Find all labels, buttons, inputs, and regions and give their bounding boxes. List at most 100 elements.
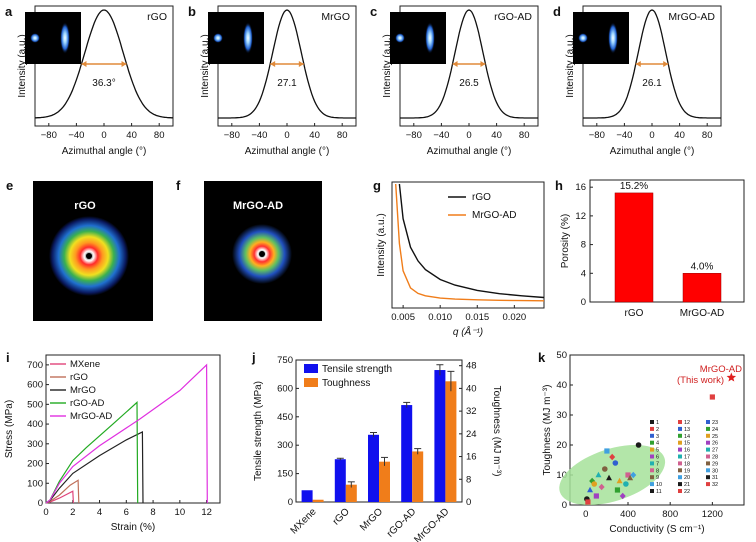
legend-label: 20 (684, 475, 690, 481)
y-tick-label: 0 (562, 500, 567, 511)
legend-label: 28 (712, 455, 718, 461)
legend-label: rGO (70, 372, 88, 383)
panel-letter: d (553, 4, 561, 19)
legend-label: 13 (684, 427, 690, 433)
panel-e: e rGO (6, 178, 153, 321)
x-tick-label: 40 (674, 130, 685, 141)
legend-marker (706, 461, 710, 466)
data-point (602, 466, 608, 472)
legend-marker (650, 420, 654, 424)
legend-marker (650, 454, 654, 459)
y-axis-label: Stress (MPa) (4, 400, 15, 458)
legend-label: 18 (684, 461, 690, 467)
y-axis-label: Intensity (a.u.) (376, 213, 387, 276)
legend-label: 7 (656, 461, 659, 467)
intensity-curve (400, 9, 538, 119)
panel-d: d −80 −40 0 40 80 Azimuthal angle (°) Intensity… (553, 4, 722, 157)
fwhm-arrowhead (635, 61, 641, 67)
panel-letter: g (373, 178, 381, 193)
legend-marker (678, 489, 682, 493)
y-axis-label: Toughness (MJ m⁻³) (542, 385, 553, 476)
panel-k: k 0 400 800 1200 0 10 20 30 40 50 Conductivity (S … (538, 350, 745, 535)
y-axis-label: Intensity (a.u.) (17, 34, 28, 97)
y-tick-label: 200 (27, 459, 43, 470)
intensity-curve (583, 9, 721, 119)
data-point (635, 442, 642, 448)
legend-label: MrGO-AD (472, 210, 516, 221)
x-axis-label: q (Å⁻¹) (453, 325, 483, 338)
intensity-curve (218, 9, 356, 119)
plot-frame (589, 179, 745, 303)
strength-bar (301, 490, 313, 502)
legend-marker (650, 433, 654, 438)
panel-letter: e (6, 178, 13, 193)
panel-letter: a (5, 4, 13, 19)
y-tick-label: 0 (38, 498, 43, 509)
legend-marker (706, 475, 710, 480)
diffraction-streak (243, 22, 253, 54)
legend-marker (678, 426, 682, 431)
fwhm-arrowhead (480, 61, 486, 67)
diffraction-streak (608, 22, 618, 54)
x-tick-label: 80 (519, 130, 530, 141)
data-point (614, 487, 621, 493)
panel-letter: f (176, 178, 181, 193)
beam-stop (86, 253, 92, 259)
y-axis-label: Porosity (%) (560, 214, 571, 268)
legend-label: 26 (712, 441, 718, 447)
fwhm-arrowhead (663, 61, 669, 67)
legend-marker (650, 447, 654, 452)
data-point (598, 483, 605, 491)
legend-marker (678, 482, 682, 487)
x-tick-label: −80 (589, 130, 605, 141)
legend-label: 16 (684, 448, 690, 454)
y-tick-label: 300 (27, 439, 43, 450)
beam-stop (259, 251, 265, 257)
y-tick-label: 600 (27, 380, 43, 391)
beam-spot (578, 33, 588, 43)
category-label: MrGO (358, 506, 385, 533)
data-point (595, 471, 602, 478)
y-tick-label: 30 (556, 410, 567, 421)
legend-marker (706, 468, 710, 473)
x-tick-label: 0 (43, 507, 48, 518)
legend-marker (678, 447, 682, 452)
y-tick-label: 600 (277, 383, 293, 394)
y-tick-label: 20 (556, 440, 567, 451)
data-point (616, 477, 623, 484)
beam-spot (213, 33, 223, 43)
bar (682, 273, 722, 303)
strength-bar (368, 434, 379, 502)
data-point (591, 481, 598, 487)
fwhm-arrowhead (452, 61, 458, 67)
x-tick-label: 40 (491, 130, 502, 141)
fwhm-value: 27.1 (277, 78, 297, 89)
toughness-bar (312, 499, 324, 502)
sample-name: MrGO-AD (668, 11, 715, 23)
legend-label: Toughness (322, 378, 370, 389)
panel-letter: h (555, 178, 563, 193)
legend-marker (706, 454, 710, 459)
panel-letter: j (251, 350, 256, 365)
legend-marker (678, 433, 682, 438)
legend-label: 6 (656, 455, 659, 461)
data-point (593, 493, 599, 499)
y2-axis-label: Toughness (MJ m⁻³) (491, 386, 502, 477)
x-tick-label: 0 (649, 130, 654, 141)
data-point (612, 460, 619, 466)
category-label: MrGO-AD (680, 308, 724, 319)
bar (614, 192, 654, 303)
legend-label: rGO (472, 192, 491, 203)
y2-tick-label: 24 (466, 429, 477, 440)
y2-tick-label: 48 (466, 361, 477, 372)
category-label: rGO (331, 506, 352, 527)
annotation-label: MrGO-AD (700, 364, 742, 375)
fwhm-value: 26.5 (459, 78, 479, 89)
image-label: rGO (74, 200, 96, 212)
y-tick-label: 700 (27, 360, 43, 371)
x-tick-label: 400 (620, 509, 636, 520)
legend-marker (650, 468, 654, 473)
category-label: rGO-AD (385, 506, 418, 539)
panel-letter: b (188, 4, 196, 19)
panel-c: c −80 −40 0 40 80 Azimuthal angle (°) Intensity… (370, 4, 539, 157)
